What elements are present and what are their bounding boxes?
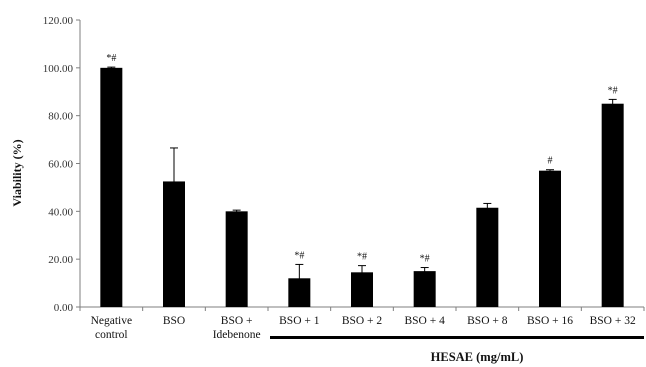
significance-label: *# <box>106 53 116 64</box>
significance-label: *# <box>294 250 304 261</box>
y-tick-label: 60.00 <box>48 159 73 171</box>
y-tick-label: 120.00 <box>43 15 74 27</box>
bar <box>288 278 311 307</box>
group-bracket-line <box>270 336 644 339</box>
bars <box>100 66 624 307</box>
significance-label: *# <box>357 252 367 263</box>
category-label: BSO + 8 <box>467 315 508 327</box>
hesae-group-label: HESAE (mg/mL) <box>431 350 524 364</box>
bar <box>539 170 561 307</box>
bar <box>163 181 185 307</box>
category-label: BSO + 32 <box>590 315 636 327</box>
category-label: Idebenone <box>213 329 261 341</box>
significance-label: *# <box>608 85 618 96</box>
bar <box>601 103 624 307</box>
y-tick-label: 0.00 <box>54 302 74 314</box>
y-tick-label: 40.00 <box>48 206 73 218</box>
category-label: BSO + 4 <box>404 315 445 327</box>
significance-label: # <box>548 156 553 167</box>
bar <box>476 207 499 307</box>
y-tick-label: 80.00 <box>48 111 73 123</box>
y-tick-label: 100.00 <box>43 63 74 75</box>
significance-label: *# <box>420 254 430 265</box>
labels: *# Negative control BSO BSO + Idebenone *# BSO … <box>91 53 644 341</box>
category-label: BSO + 1 <box>279 315 320 327</box>
bar <box>100 67 123 307</box>
category-label: control <box>95 329 128 341</box>
category-label: BSO + <box>221 315 253 327</box>
bar <box>225 211 248 307</box>
bar <box>351 272 373 307</box>
category-label: Negative <box>91 315 133 327</box>
bar <box>413 271 436 307</box>
category-label: BSO + 16 <box>527 315 573 327</box>
category-label: BSO <box>163 315 185 327</box>
y-axis-title: Viability (%) <box>10 139 24 206</box>
y-tick-label: 20.00 <box>48 254 73 266</box>
category-label: BSO + 2 <box>342 315 383 327</box>
